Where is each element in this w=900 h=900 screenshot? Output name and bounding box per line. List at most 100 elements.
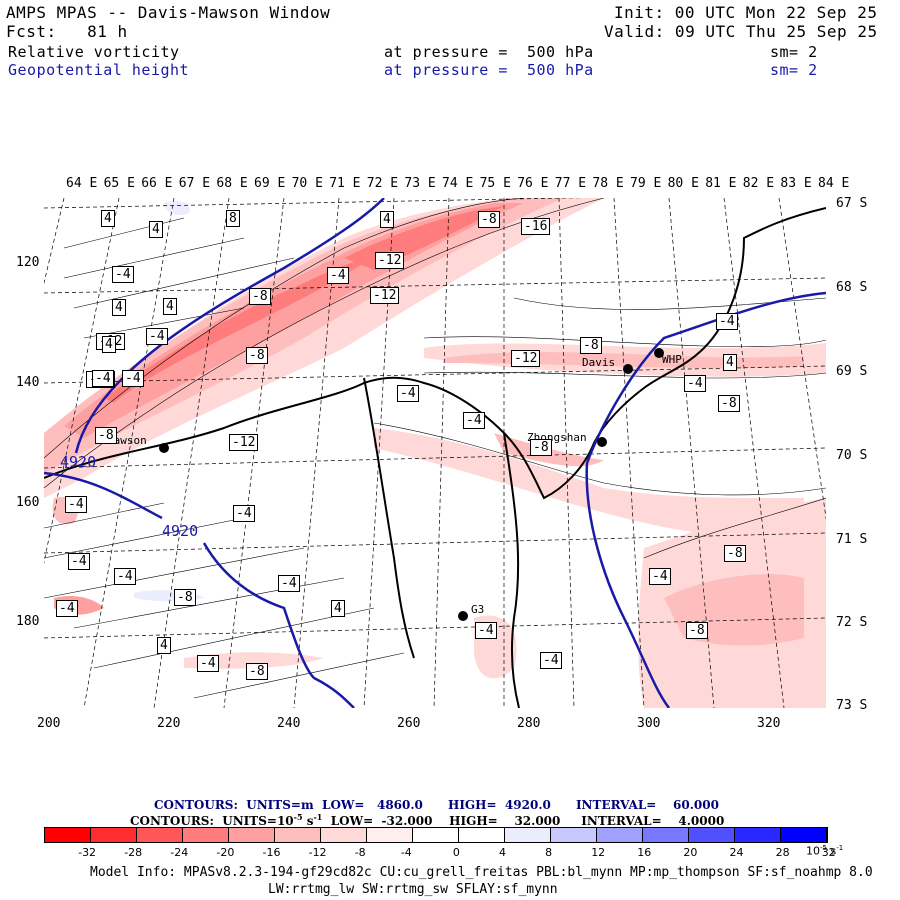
vorticity-label: 4 [723, 354, 737, 371]
x-tick-label: 320 [757, 716, 781, 731]
geopotential-contours [44, 198, 826, 708]
lon-label: 83 E [780, 176, 812, 191]
vorticity-label: -8 [718, 395, 740, 412]
graticule [44, 198, 826, 708]
vorticity-label: -8 [246, 347, 268, 364]
lat-label: 73 S [836, 698, 868, 713]
x-tick-label: 200 [37, 716, 61, 731]
vorticity-label: -4 [68, 553, 90, 570]
vorticity-label: -4 [716, 313, 738, 330]
vorticity-label: 4 [102, 336, 116, 353]
lon-label: 75 E [479, 176, 511, 191]
colorbar-segment [275, 828, 321, 842]
vorticity-label: 4 [157, 637, 171, 654]
vorticity-label: -12 [375, 252, 405, 269]
lat-label: 68 S [836, 280, 868, 295]
field2-name: Geopotential height [8, 61, 190, 79]
colorbar-segment [321, 828, 367, 842]
lat-label: 70 S [836, 448, 868, 463]
vort-contour-interval: INTERVAL= 4.0000 [581, 814, 725, 828]
vorticity-label: -8 [580, 337, 602, 354]
lon-label: 65 E [103, 176, 135, 191]
vorticity-label: -8 [174, 589, 196, 606]
place-davis: Davis [582, 356, 616, 369]
colorbar-tick: -4 [400, 846, 412, 859]
lat-label: 69 S [836, 364, 868, 379]
colorbar-segment [91, 828, 137, 842]
plot-title: AMPS MPAS -- Davis-Mawson Window [6, 3, 331, 22]
vorticity-label: -8 [478, 211, 500, 228]
whp-marker [654, 348, 664, 358]
lon-label: 80 E [667, 176, 699, 191]
vort-contour-prefix: CONTOURS: [130, 814, 214, 828]
lat-label: 71 S [836, 532, 868, 547]
colorbar-segment [597, 828, 643, 842]
colorbar-unit: 10-5 s-1 [806, 844, 843, 858]
lon-label: 68 E [216, 176, 248, 191]
x-tick-label: 280 [517, 716, 541, 731]
lon-label: 77 E [554, 176, 587, 191]
lon-label: 82 E [742, 176, 775, 191]
vorticity-label: -4 [233, 505, 255, 522]
colorbar-tick: -32 [78, 846, 97, 859]
y-tick-label: 180 [16, 614, 40, 629]
lon-label: 69 E [254, 176, 286, 191]
vorticity-label: -8 [724, 545, 746, 562]
vorticity-label: -8 [686, 622, 708, 639]
vorticity-label: -4 [197, 655, 219, 672]
height-contour-info: CONTOURS: UNITS=m LOW= 4860.0 HIGH= 4920… [154, 798, 719, 812]
vorticity-label: 4 [380, 211, 394, 228]
lon-label: 74 E [442, 176, 474, 191]
lon-label: 81 E [705, 176, 737, 191]
vorticity-label: -4 [122, 370, 144, 387]
x-tick-label: 300 [637, 716, 661, 731]
y-tick-label: 140 [16, 375, 40, 390]
colorbar-segment [229, 828, 275, 842]
colorbar-tick: -28 [124, 846, 143, 859]
lat-label: 72 S [836, 615, 868, 630]
vorticity-label: -4 [65, 496, 87, 513]
lon-label: 70 E [291, 176, 323, 191]
lon-label: 64 E [66, 176, 98, 191]
colorbar-unit-base: 10 [806, 844, 820, 858]
colorbar-tick: 20 [683, 846, 698, 859]
vorticity-label: -4 [397, 385, 419, 402]
colorbar-tick: 24 [729, 846, 744, 859]
x-tick-label: 260 [397, 716, 421, 731]
vorticity-label: -4 [146, 328, 168, 345]
zhongshan-marker [597, 437, 607, 447]
mawson-marker [159, 443, 169, 453]
vorticity-label: 4 [163, 298, 177, 315]
vort-contour-high: HIGH= 32.000 [449, 814, 561, 828]
vorticity-label: -4 [327, 267, 349, 284]
davis-marker [623, 364, 633, 374]
vort-units-s: s [302, 814, 314, 828]
field2-smoothing: sm= 2 [770, 61, 818, 79]
vorticity-contour-info: CONTOURS: UNITS=10-5 s-1 LOW= -32.000 HI… [130, 812, 724, 828]
lon-label: 72 E [366, 176, 399, 191]
vorticity-label: 4 [101, 210, 115, 227]
colorbar-segment [137, 828, 183, 842]
colorbar-segment [643, 828, 689, 842]
place-mawson: Mawson [107, 434, 147, 447]
colorbar-tick: -12 [308, 846, 327, 859]
colorbar-segment [505, 828, 551, 842]
vorticity-label: -4 [684, 375, 706, 392]
colorbar-tick: -8 [354, 846, 366, 859]
colorbar-tick: 0 [452, 846, 460, 859]
colorbar-tick: -16 [262, 846, 281, 859]
field1-name: Relative vorticity [8, 43, 180, 61]
colorbar-unit-s: s [826, 844, 837, 858]
lon-label: 84 E [818, 176, 850, 191]
lon-label: 73 E [404, 176, 436, 191]
map-plot [44, 198, 826, 708]
y-tick-label: 160 [16, 495, 40, 510]
vorticity-label: 4 [149, 221, 163, 238]
lat-label: 67 S [836, 196, 868, 211]
place-g3: G3 [471, 603, 485, 616]
colorbar [44, 827, 828, 843]
lon-label: 66 E [141, 176, 173, 191]
vorticity-label: -4 [649, 568, 671, 585]
colorbar-unit-sexp: -1 [836, 844, 844, 852]
vorticity-label: -8 [95, 427, 117, 444]
